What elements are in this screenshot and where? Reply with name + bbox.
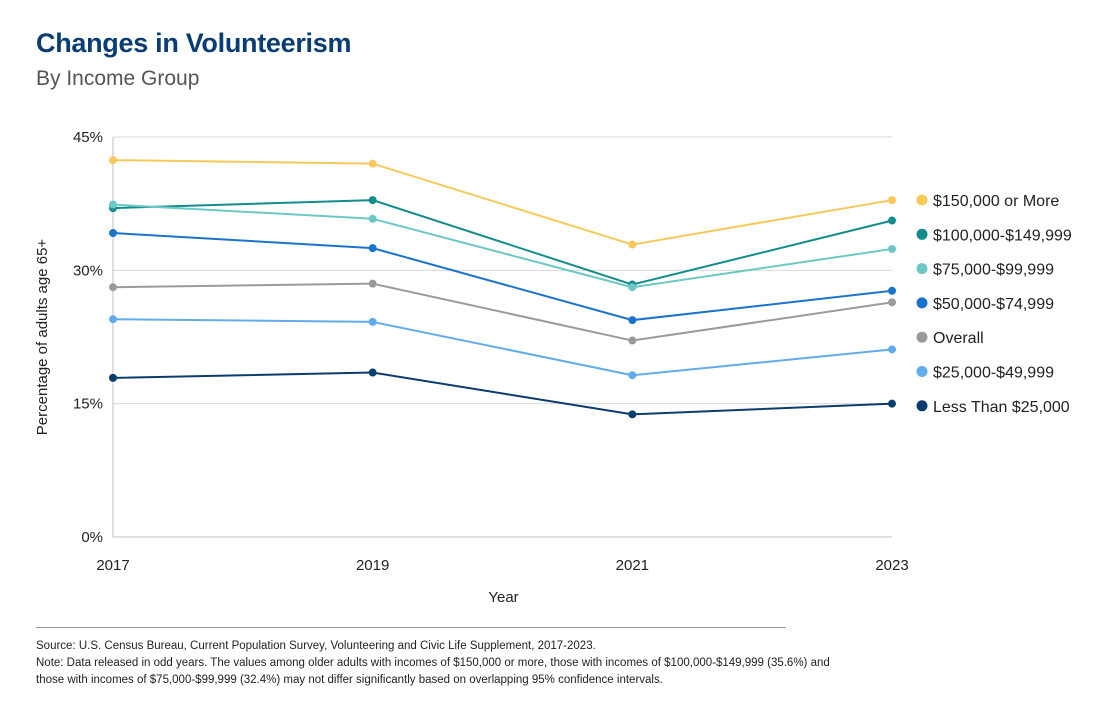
data-point (888, 245, 896, 253)
y-tick-label: 45% (73, 129, 103, 146)
data-point (888, 216, 896, 225)
legend-marker (916, 263, 928, 275)
series-line (112, 203, 893, 289)
legend-marker (916, 400, 928, 412)
legend-label: Overall (933, 330, 984, 347)
series-line (112, 282, 893, 342)
data-point (109, 200, 117, 209)
line-chart: 0% 15% 30% 45% 2017 2019 2021 2023 Year Percentag… (34, 129, 1072, 606)
source-note: Source: U.S. Census Bureau, Current Popu… (36, 638, 836, 689)
x-tick-label: 2019 (356, 557, 389, 574)
series-line (112, 232, 893, 322)
data-point (628, 371, 637, 380)
y-tick-label: 30% (73, 262, 103, 279)
legend-marker (916, 366, 928, 377)
legend-marker (916, 228, 928, 240)
data-point (368, 244, 377, 253)
legend-marker (916, 331, 928, 343)
data-point (888, 298, 896, 307)
data-point (109, 283, 117, 292)
data-point (888, 196, 896, 205)
data-point (628, 336, 637, 345)
data-point (368, 214, 377, 223)
x-tick-label: 2023 (875, 557, 908, 574)
series-line (112, 199, 893, 286)
y-tick-label: 15% (73, 396, 103, 413)
data-point (888, 286, 896, 295)
chart-title: Changes in Volunteerism (36, 28, 352, 58)
data-point (368, 317, 377, 326)
data-point (628, 316, 637, 325)
data-point (109, 373, 117, 382)
data-point (109, 156, 117, 165)
y-tick-label: 0% (81, 529, 103, 546)
data-point (628, 283, 637, 292)
data-point (888, 345, 896, 354)
data-point (628, 240, 637, 249)
series-line (112, 371, 893, 416)
data-point (628, 410, 637, 419)
x-axis-label: Year (488, 589, 518, 606)
chart-subtitle: By Income Group (36, 67, 200, 90)
legend-marker (916, 297, 928, 309)
footer-divider (36, 627, 786, 628)
data-point (368, 279, 377, 288)
source-text: Source: U.S. Census Bureau, Current Popu… (36, 640, 596, 652)
legend-label: $25,000-$49,999 (933, 365, 1054, 382)
x-tick-label: 2021 (616, 557, 649, 574)
legend-marker (916, 194, 928, 206)
note-text: Note: Data released in odd years. The va… (36, 657, 830, 686)
data-point (368, 196, 377, 205)
data-point (368, 368, 377, 377)
data-point (109, 315, 117, 324)
series-line (112, 159, 893, 246)
series-line (112, 318, 893, 377)
legend-label: $50,000-$74,999 (933, 296, 1054, 313)
data-point (109, 229, 117, 237)
data-point (888, 399, 896, 408)
legend-label: $75,000-$99,999 (933, 262, 1054, 279)
x-tick-label: 2017 (96, 557, 129, 574)
y-axis-label: Percentage of adults age 65+ (34, 239, 51, 436)
data-point (368, 159, 377, 168)
legend-label: $100,000-$149,999 (933, 227, 1072, 244)
legend-label: Less Than $25,000 (933, 399, 1070, 416)
legend-label: $150,000 or More (933, 193, 1059, 210)
